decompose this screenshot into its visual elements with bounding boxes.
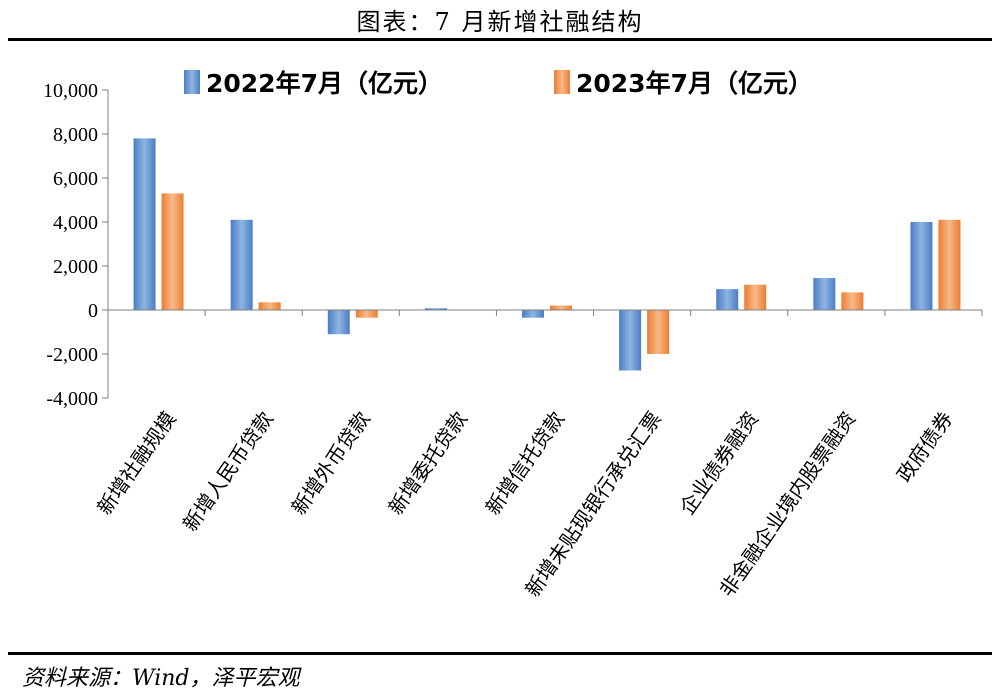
legend-label-2022: 2022年7月（亿元） (206, 69, 443, 98)
x-category-label: 新增社融规模 (92, 407, 180, 519)
bar-2023-6 (744, 284, 767, 310)
y-tick-label: 2,000 (53, 256, 98, 278)
y-tick-label: 4,000 (53, 212, 98, 234)
bar-2023-5 (647, 310, 670, 354)
footer-rule (8, 652, 992, 655)
y-tick-label: -2,000 (46, 344, 98, 366)
bar-2023-0 (161, 193, 184, 310)
bar-2023-1 (258, 302, 281, 310)
bar-2022-2 (327, 310, 350, 335)
bar-2022-7 (813, 278, 836, 310)
legend: 2022年7月（亿元） 2023年7月（亿元） (184, 69, 813, 98)
x-category-label: 新增委托贷款 (383, 407, 471, 519)
y-tick-label: -4,000 (46, 388, 98, 410)
x-category-label: 企业债券融资 (675, 407, 763, 519)
y-tick-label: 10,000 (43, 80, 98, 102)
legend-swatch-2022 (184, 70, 200, 94)
bars-group (133, 138, 961, 371)
bar-2022-4 (522, 310, 544, 318)
x-category-label: 政府债券 (892, 407, 958, 486)
bar-2022-8 (910, 222, 933, 310)
bar-2022-1 (230, 219, 253, 310)
y-axis: 10,000 8,000 6,000 4,000 2,000 0 -2,000 -4,000 (43, 80, 109, 410)
bar-2022-5 (619, 310, 642, 371)
y-tick-label: 0 (88, 300, 98, 322)
y-tick-label: 8,000 (53, 124, 98, 146)
x-category-label: 新增外币贷款 (286, 407, 374, 519)
source-note: 资料来源：Wind，泽平宏观 (22, 666, 300, 691)
legend-swatch-2023 (554, 70, 570, 94)
x-category-label: 新增人民币贷款 (178, 407, 278, 535)
bar-2023-2 (355, 310, 378, 318)
x-category-label: 新增信托贷款 (481, 407, 569, 519)
chart-title: 图表：7 月新增社融结构 (356, 8, 644, 36)
title-rule (8, 38, 992, 41)
bar-2022-0 (133, 138, 156, 310)
bar-2023-8 (938, 219, 961, 310)
bar-2023-4 (550, 305, 572, 310)
bar-2023-7 (841, 292, 864, 310)
bar-2022-6 (716, 289, 739, 310)
bar-2022-3 (424, 308, 447, 311)
y-tick-label: 6,000 (53, 168, 98, 190)
legend-label-2023: 2023年7月（亿元） (576, 69, 813, 98)
